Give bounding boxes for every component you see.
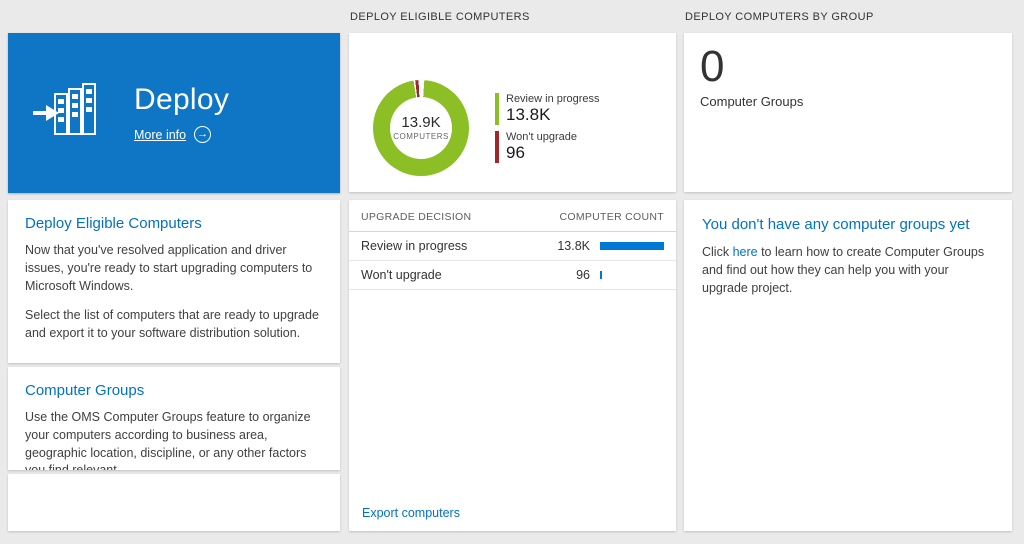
more-info-row: More info → [134,126,229,143]
empty-state-text: Click here to learn how to create Comput… [702,243,994,297]
section-paragraph: Use the OMS Computer Groups feature to o… [25,410,311,470]
legend-label: Won't upgrade [506,130,578,143]
row-bar-track [600,242,664,250]
deploy-tile-text: Deploy More info → [134,83,229,143]
tile-title: Deploy [134,83,230,116]
row-count-value: 13.8K [557,239,590,253]
column-header-upgrade-decision: UPGRADE DECISION [361,211,472,223]
donut-center: 13.9K COMPUTERS [390,96,452,159]
upgrade-decision-table-card: UPGRADE DECISION COMPUTER COUNT Review i… [349,200,676,531]
computer-groups-count-card[interactable]: 0 Computer Groups [684,33,1012,192]
legend-color-bar [495,130,499,163]
donut-total-value: 13.9K [401,114,441,131]
section-paragraph: Now that you've resolved application and… [25,243,313,293]
empty-state-heading: You don't have any computer groups yet [702,216,970,233]
more-info-link[interactable]: More info [134,127,187,142]
table-row-wont-upgrade[interactable]: Won't upgrade 96 [349,261,676,290]
legend-value: 13.8K [506,104,551,124]
row-count-value: 96 [576,268,590,282]
empty-text-before: Click [702,245,733,259]
empty-text-after: to learn how to create Computer Groups a… [702,245,985,296]
legend-item-wont-upgrade: Won't upgrade 96 [495,130,600,163]
computer-groups-section: Computer Groups Use the OMS Computer Gro… [8,367,340,470]
export-computers-link[interactable]: Export computers [362,506,460,520]
section-heading-deploy-eligible: Deploy Eligible Computers [25,215,202,232]
legend-value: 96 [506,142,525,162]
no-computer-groups-card: You don't have any computer groups yet C… [684,200,1012,531]
left-column-header [8,0,340,33]
legend-item-review-in-progress: Review in progress 13.8K [495,92,600,125]
deploy-eligible-section: Deploy Eligible Computers Now that you'v… [8,200,340,363]
left-column: Deploy More info → Deploy Eligible Compu… [8,0,340,531]
section-heading-computer-groups: Computer Groups [25,382,145,399]
row-decision-label: Won't upgrade [361,268,442,282]
computer-groups-count-label: Computer Groups [700,94,804,110]
row-bar [600,242,664,250]
deploy-tile[interactable]: Deploy More info → [8,33,340,193]
left-filler-card [8,474,340,531]
deploy-icon [32,82,98,145]
table-row-review-in-progress[interactable]: Review in progress 13.8K [349,232,676,261]
legend-label: Review in progress [506,92,600,105]
column-header-eligible-computers: DEPLOY ELIGIBLE COMPUTERS [350,11,530,23]
arrow-right-icon[interactable]: → [194,126,212,143]
computers-by-group-column: DEPLOY COMPUTERS BY GROUP 0 Computer Gro… [684,0,1012,531]
row-decision-label: Review in progress [361,239,468,253]
column-header-computers-by-group: DEPLOY COMPUTERS BY GROUP [685,11,874,23]
legend-color-bar [495,92,499,125]
eligible-computers-column: DEPLOY ELIGIBLE COMPUTERS 13.9K COMPUTER… [349,0,676,531]
column-header-computer-count: COMPUTER COUNT [559,211,664,223]
donut-chart: 13.9K COMPUTERS [373,79,469,176]
eligible-computers-donut-card[interactable]: 13.9K COMPUTERS Review in progress 13.8K… [349,33,676,192]
table-header-row: UPGRADE DECISION COMPUTER COUNT [349,200,676,232]
section-paragraph: Select the list of computers that are re… [25,308,319,340]
computer-groups-count: 0 [700,42,725,91]
donut-legend: Review in progress 13.8K Won't upgrade 9… [495,92,600,163]
row-bar [600,271,602,279]
row-bar-track [600,271,664,279]
donut-total-label: COMPUTERS [393,132,449,141]
here-link[interactable]: here [732,245,758,259]
